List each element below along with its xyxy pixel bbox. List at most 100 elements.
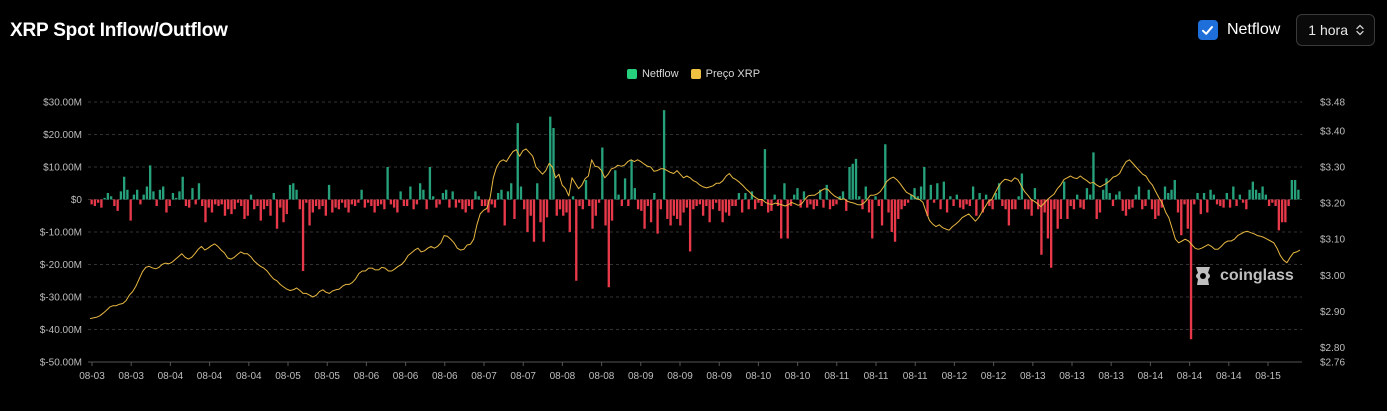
- x-tick-label: 08-13: [1098, 371, 1124, 382]
- netflow-bar: [399, 191, 402, 200]
- netflow-bar: [558, 199, 562, 210]
- netflow-bar: [454, 199, 458, 208]
- netflow-bar: [337, 199, 341, 210]
- netflow-bar: [266, 199, 269, 206]
- netflow-bar: [529, 199, 532, 216]
- netflow-bar: [383, 199, 386, 210]
- netflow-bar: [656, 199, 659, 234]
- netflow-bar: [298, 199, 301, 210]
- legend-price-swatch: [690, 69, 701, 79]
- y-left-tick-label: $-50.00M: [40, 358, 82, 369]
- netflow-bar: [373, 199, 376, 213]
- netflow-bar: [1222, 199, 1225, 208]
- netflow-bar: [1199, 199, 1202, 215]
- netflow-bar: [1004, 199, 1007, 210]
- netflow-bar: [793, 194, 796, 200]
- chevron-up-down-icon: [1356, 24, 1364, 36]
- netflow-bar: [1267, 199, 1271, 206]
- netflow-bar: [1274, 199, 1277, 206]
- netflow-bar: [191, 188, 194, 200]
- interval-select[interactable]: 1 hora: [1296, 14, 1375, 46]
- netflow-bar: [666, 199, 669, 219]
- watermark: coinglass: [1192, 264, 1294, 288]
- netflow-bar: [428, 167, 432, 200]
- netflow-bar: [197, 183, 201, 200]
- netflow-bar: [1030, 199, 1033, 216]
- netflow-bar: [799, 199, 802, 208]
- netflow-bar: [594, 199, 597, 216]
- netflow-bar: [308, 199, 311, 226]
- netflow-checkbox-label[interactable]: Netflow: [1226, 21, 1281, 38]
- x-tick-label: 08-07: [471, 371, 497, 382]
- netflow-bar: [864, 186, 867, 200]
- netflow-bar: [1232, 186, 1235, 200]
- netflow-bar: [253, 199, 256, 210]
- netflow-bar: [497, 193, 500, 200]
- netflow-bar: [1163, 186, 1167, 200]
- netflow-bar: [988, 199, 991, 206]
- netflow-bar: [1193, 199, 1196, 205]
- netflow-bar: [871, 199, 874, 239]
- netflow-bar: [386, 167, 389, 200]
- netflow-bar: [724, 199, 728, 213]
- checkmark-icon: [1202, 25, 1214, 35]
- netflow-bar: [734, 199, 737, 206]
- netflow-bar: [1059, 199, 1063, 219]
- netflow-bar: [168, 199, 171, 206]
- netflow-bar: [991, 199, 994, 210]
- netflow-bar: [490, 199, 493, 205]
- legend-price-label: Preço XRP: [705, 68, 761, 80]
- netflow-bar: [1235, 199, 1238, 206]
- x-tick-label: 08-12: [942, 371, 968, 382]
- netflow-bar: [965, 199, 968, 205]
- netflow-bar: [913, 188, 916, 200]
- netflow-bar: [945, 199, 949, 213]
- netflow-bar: [513, 199, 516, 219]
- legend-netflow[interactable]: Netflow: [626, 68, 679, 80]
- netflow-checkbox[interactable]: [1197, 20, 1218, 40]
- netflow-bar: [848, 167, 851, 200]
- legend-price[interactable]: Preço XRP: [690, 68, 761, 80]
- netflow-bar: [422, 189, 425, 200]
- netflow-bar: [155, 199, 158, 206]
- x-tick-label: 08-04: [236, 371, 262, 382]
- netflow-bar: [796, 188, 799, 200]
- netflow-bar: [955, 194, 959, 200]
- netflow-bar: [978, 193, 981, 200]
- netflow-bar: [1066, 199, 1069, 219]
- netflow-bar: [997, 183, 1001, 200]
- watermark-text: coinglass: [1220, 267, 1294, 284]
- netflow-bar: [1046, 199, 1050, 239]
- x-tick-label: 08-03: [79, 371, 105, 382]
- netflow-bar: [536, 183, 539, 200]
- netflow-bar: [279, 199, 282, 208]
- netflow-bar: [1121, 199, 1124, 211]
- netflow-bar: [923, 167, 926, 200]
- netflow-bar: [981, 199, 985, 213]
- netflow-bar: [1124, 199, 1128, 216]
- netflow-bar: [152, 191, 155, 200]
- price-line: [89, 148, 1301, 320]
- netflow-bar: [409, 186, 412, 200]
- netflow-bar: [363, 199, 367, 208]
- x-tick-label: 08-04: [197, 371, 223, 382]
- netflow-bar: [1098, 199, 1102, 213]
- netflow-bar: [1102, 189, 1105, 200]
- netflow-bar: [366, 199, 370, 203]
- netflow-bar: [1063, 181, 1066, 200]
- netflow-bar: [1202, 193, 1206, 200]
- x-tick-label: 08-11: [903, 371, 928, 382]
- netflow-bar: [932, 199, 936, 203]
- x-tick-label: 08-13: [1020, 371, 1046, 382]
- netflow-bar: [721, 199, 724, 223]
- netflow-bar: [906, 199, 910, 203]
- netflow-bar: [1160, 199, 1163, 208]
- netflow-bar: [893, 199, 897, 242]
- y-right-tick-label: $3.48: [1320, 98, 1345, 109]
- netflow-bar: [581, 199, 584, 210]
- netflow-bar: [822, 199, 825, 208]
- netflow-bar: [314, 199, 318, 206]
- netflow-bar: [1248, 189, 1251, 200]
- x-tick-label: 08-09: [667, 371, 693, 382]
